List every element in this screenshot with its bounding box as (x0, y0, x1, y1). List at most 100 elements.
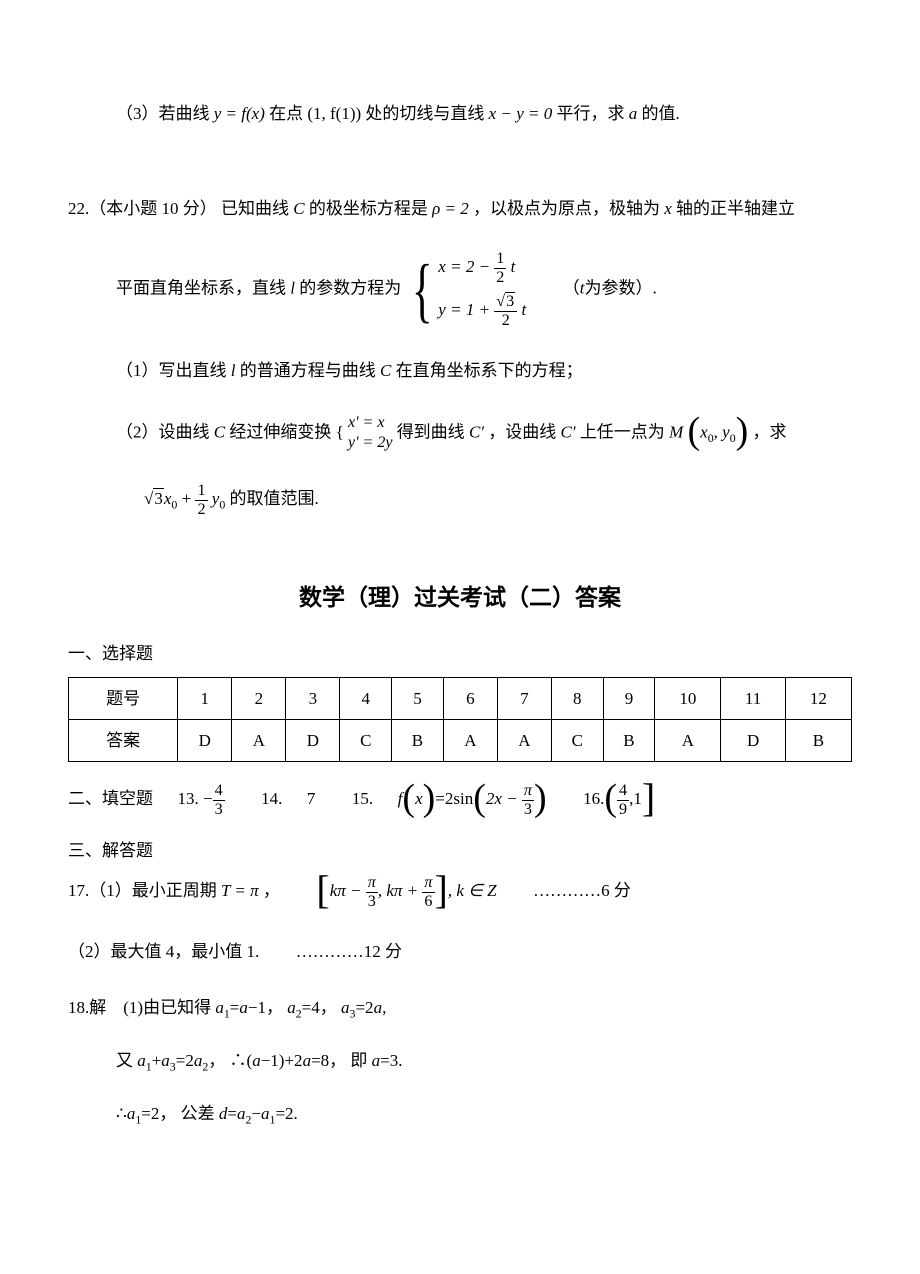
comma: ， (263, 881, 280, 900)
text: =4， (302, 998, 337, 1017)
answer-title: 数学（理）过关考试（二）答案 (68, 579, 852, 616)
a16-label: 16. (583, 789, 604, 808)
eq: x = 2 − (438, 258, 490, 277)
den: 2 (494, 269, 506, 287)
var: C′ (469, 422, 484, 441)
text: 的值. (641, 104, 679, 123)
text: 的普通方程与曲线 (240, 361, 376, 380)
col: 11 (721, 677, 785, 719)
var: a (137, 1051, 146, 1070)
ans: A (655, 719, 721, 761)
var: t (521, 300, 526, 319)
col: 9 (603, 677, 655, 719)
num: 1 (494, 250, 506, 269)
a18-line2: 又 a1+a3=2a2， ∴(a−1)+2a=8， 即 a=3. (68, 1047, 852, 1076)
num: 4 (213, 782, 225, 801)
var: a (161, 1051, 170, 1070)
a13-label: 13. (178, 789, 199, 808)
var: a (303, 1051, 312, 1070)
text: （1）写出直线 (116, 361, 227, 380)
pi: π (422, 874, 434, 893)
var: l (231, 361, 236, 380)
text: 轴的正半轴建立 (676, 199, 795, 218)
a17-p1: 17.（1）最小正周期 T = π ， [kπ − π3, kπ + π6], … (68, 874, 852, 911)
text: 上任一点为 (580, 422, 665, 441)
brace-icon: { (412, 254, 433, 326)
col: 1 (178, 677, 232, 719)
text: 经过伸缩变换 (229, 422, 331, 441)
var: t (511, 258, 516, 277)
ans: A (232, 719, 286, 761)
var: x (700, 422, 708, 441)
ans: A (497, 719, 551, 761)
var: a (629, 104, 638, 123)
pi: π (366, 874, 378, 893)
ans: C (551, 719, 603, 761)
text: 22.（本小题 10 分） 已知曲线 (68, 199, 289, 218)
text: 处的切线与直线 (365, 104, 484, 123)
q22-head: 22.（本小题 10 分） 已知曲线 C 的极坐标方程是 ρ = 2 ，以极点为… (68, 195, 852, 222)
ans: D (286, 719, 340, 761)
text: 的极坐标方程是 (309, 199, 428, 218)
eq: x' = x (348, 414, 384, 431)
text: 的参数方程为 (299, 279, 401, 298)
text: ，求 (753, 422, 787, 441)
table-row: 题号 1 2 3 4 5 6 7 8 9 10 11 12 (69, 677, 852, 719)
x: x (415, 789, 423, 808)
kpi: kπ − (330, 881, 362, 900)
plus: + (152, 1051, 162, 1070)
text: （2）设曲线 (116, 422, 210, 441)
label: 二、填空题 (68, 789, 153, 808)
text: 又 (116, 1051, 133, 1070)
var: C (380, 361, 391, 380)
q21-part3: （3）若曲线 y = f(x) 在点 (1, f(1)) 处的切线与直线 x −… (68, 100, 852, 127)
sub: 0 (730, 431, 736, 445)
den: 2 (494, 312, 517, 330)
answer-table: 题号 1 2 3 4 5 6 7 8 9 10 11 12 答案 D A D C… (68, 677, 852, 762)
one: ,1 (629, 789, 642, 808)
den: 9 (617, 801, 629, 819)
eq: y = 1 + (438, 300, 490, 319)
q22-expr: √3x0 + 12 y0 的取值范围. (68, 482, 852, 519)
text: =3. (380, 1051, 402, 1070)
dots: …………12 分 (296, 942, 402, 961)
num: 1 (195, 482, 207, 501)
neg: − (203, 789, 213, 808)
text: , (714, 422, 723, 441)
ans: A (443, 719, 497, 761)
answer-label: 答案 (69, 719, 178, 761)
q22-part2: （2）设曲线 C 经过伸缩变换 { x' = x y' = 2y 得到曲线 C′… (68, 413, 852, 455)
eq: y' = 2y (348, 434, 392, 451)
section-2: 二、填空题 13. −43 14. 7 15. f(x)=2sin(2x − π… (68, 782, 852, 819)
eq: = (230, 998, 240, 1017)
var: a (287, 998, 296, 1017)
2x: 2x − (486, 789, 518, 808)
text: 在点 (269, 104, 303, 123)
var: a (372, 1051, 381, 1070)
den: 2 (195, 501, 207, 519)
eq: =2 (176, 1051, 194, 1070)
var: M (669, 422, 683, 441)
text: ，以极点为原点，极轴为 (473, 199, 660, 218)
ans: D (178, 719, 232, 761)
text: ，设曲线 (488, 422, 556, 441)
col: 6 (443, 677, 497, 719)
text: −1)+2 (261, 1051, 303, 1070)
text: 的取值范围. (230, 489, 319, 508)
ans: B (392, 719, 444, 761)
a14-val: 7 (307, 789, 316, 808)
text: =8， 即 (311, 1051, 367, 1070)
a17-p2: （2）最大值 4，最小值 1. …………12 分 (68, 938, 852, 965)
a15-label: 15. (352, 789, 373, 808)
var: a (239, 998, 248, 1017)
var: C (293, 199, 304, 218)
col: 12 (785, 677, 851, 719)
T: T = π (221, 881, 259, 900)
col: 8 (551, 677, 603, 719)
num: 4 (617, 782, 629, 801)
dots: …………6 分 (533, 881, 631, 900)
text: =2. (275, 1104, 297, 1123)
section-1: 一、选择题 (68, 640, 852, 667)
table-row: 答案 D A D C B A A C B A D B (69, 719, 852, 761)
ans: D (721, 719, 785, 761)
